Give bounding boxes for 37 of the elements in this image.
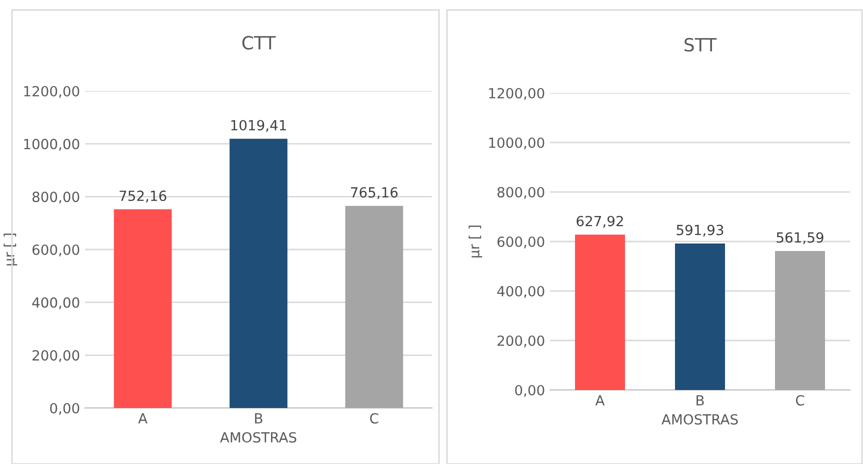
bar (675, 243, 725, 390)
y-tick-label: 0,00 (515, 384, 544, 397)
y-tick-label: 600,00 (32, 244, 80, 256)
y-tick-label: 1000,00 (489, 137, 544, 150)
y-tick-label: 1200,00 (489, 88, 544, 100)
y-tick-label: 800,00 (32, 192, 80, 204)
x-tick-label: B (696, 395, 704, 406)
x-axis-title: AMOSTRAS (662, 414, 738, 425)
y-tick-label: 400,00 (497, 286, 544, 298)
y-tick-label: 600,00 (498, 236, 544, 248)
x-tick-label: C (370, 413, 378, 424)
y-tick-label: 1200,00 (24, 86, 80, 98)
bar (114, 209, 172, 408)
chart-title: CTT (242, 36, 276, 50)
y-tick-label: 1000,00 (24, 138, 80, 151)
x-axis-title: AMOSTRAS (220, 432, 296, 443)
y-tick-label: 200,00 (32, 350, 80, 362)
y-tick-label: 800,00 (497, 186, 544, 199)
chart-title: STT (684, 38, 717, 52)
x-tick-label: B (255, 413, 262, 424)
data-label: 752,16 (120, 190, 166, 202)
x-tick-label: A (595, 395, 605, 406)
data-label: 765,16 (351, 187, 398, 200)
x-tick-label: A (138, 413, 148, 424)
data-label: 591,93 (676, 224, 724, 237)
bar (230, 138, 288, 408)
bar (775, 251, 825, 390)
data-label: 1019,41 (231, 120, 286, 132)
y-tick-label: 400,00 (32, 297, 80, 310)
y-tick-label: 200,00 (498, 335, 544, 348)
y-tick-label: 0,00 (50, 402, 80, 415)
data-label: 561,59 (776, 232, 824, 244)
data-label: 627,92 (576, 216, 623, 228)
x-tick-label: C (796, 395, 804, 406)
bar (345, 206, 404, 408)
bar (575, 234, 625, 390)
y-axis-title: μr [ ] (468, 226, 482, 258)
